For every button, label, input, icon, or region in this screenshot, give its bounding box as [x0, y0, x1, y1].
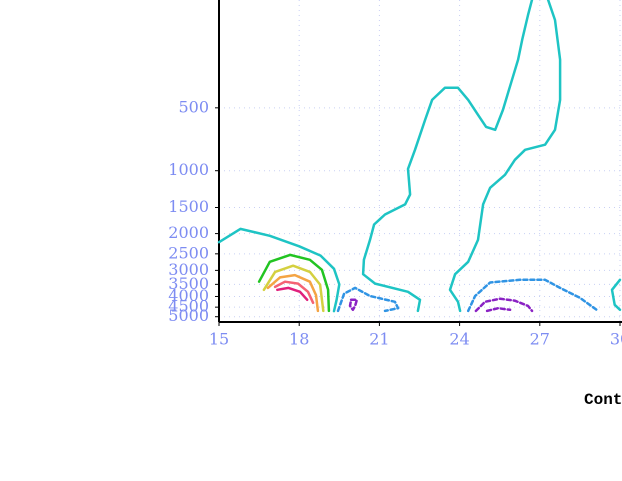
x-tick-label: 18 [289, 330, 309, 349]
contour-line [273, 280, 315, 305]
y-tick-label: 3000 [168, 260, 209, 279]
y-tick-label: 1500 [168, 197, 209, 216]
contour-line [348, 298, 359, 312]
x-tick-label: 30 [610, 330, 622, 349]
contour-line [276, 286, 309, 302]
contour-line [466, 278, 600, 313]
contour-line [485, 306, 512, 313]
y-tick-label: 500 [178, 97, 209, 116]
y-tick-label: 4000 [168, 286, 209, 305]
contour-line [474, 297, 534, 313]
y-tick-label: 4500 [168, 297, 209, 316]
contour-line [217, 227, 341, 313]
x-tick-label: 27 [530, 330, 550, 349]
x-tick-label: 21 [369, 330, 389, 349]
contour-line [336, 286, 400, 313]
contour-line [610, 278, 622, 312]
contour-line [257, 253, 331, 313]
contour-line [266, 273, 320, 313]
y-tick-label: 5000 [168, 306, 209, 325]
contour-line [361, 0, 534, 313]
y-tick-label: 2000 [168, 223, 209, 242]
contour-line [262, 264, 325, 313]
y-tick-label: 1000 [168, 160, 209, 179]
contour-line [448, 0, 562, 313]
y-tick-label: 3500 [168, 274, 209, 293]
x-tick-label: 24 [449, 330, 469, 349]
x-tick-label: 15 [209, 330, 229, 349]
annotation: Cont [584, 391, 622, 409]
y-tick-label: 2500 [168, 243, 209, 262]
